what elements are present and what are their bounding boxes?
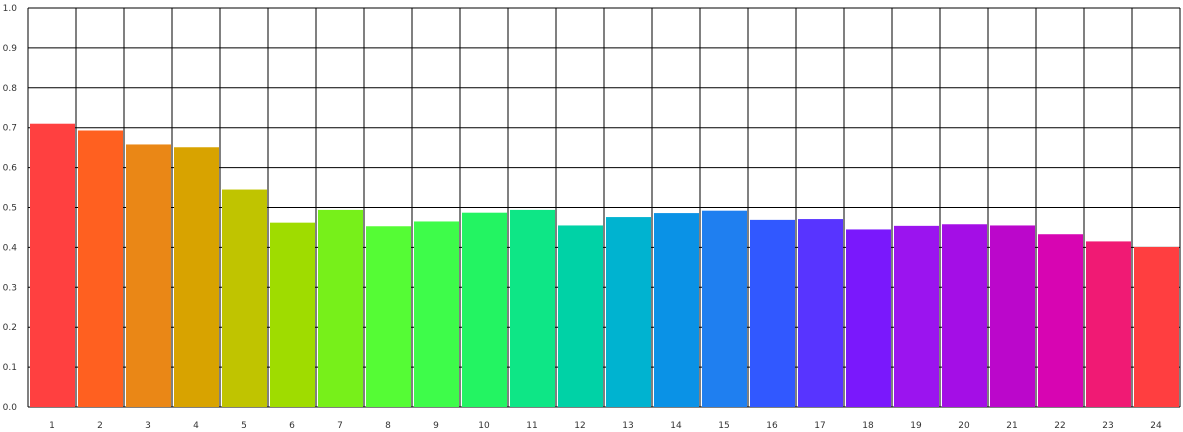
y-tick-label: 1.0: [3, 4, 18, 14]
bar-12: [558, 225, 603, 407]
bar-22: [1038, 234, 1083, 407]
x-axis-ticks: 1 2 3 4 5 6 7 8 9 10 11 12 13 14 15 16 17 18 19 20 21 22 23 24: [49, 421, 1162, 431]
x-tick-label: 16: [766, 421, 778, 431]
bar-6: [270, 222, 315, 407]
x-tick-label: 14: [670, 421, 682, 431]
y-tick-label: 0.1: [3, 363, 17, 373]
x-tick-label: 1: [49, 421, 55, 431]
y-tick-label: 0.5: [3, 204, 17, 214]
x-tick-label: 17: [814, 421, 825, 431]
bar-17: [798, 219, 843, 407]
bar-19: [894, 225, 939, 407]
y-axis-ticks: 0.0 0.1 0.2 0.3 0.4 0.5 0.6 0.7 0.8 0.9 1.0: [3, 4, 18, 413]
x-tick-label: 18: [862, 421, 874, 431]
bar-15: [702, 210, 747, 407]
bar-23: [1086, 241, 1131, 407]
y-tick-label: 0.0: [3, 403, 18, 413]
x-tick-label: 5: [241, 421, 247, 431]
y-tick-label: 0.3: [3, 283, 17, 293]
bar-10: [462, 212, 507, 407]
x-tick-label: 6: [289, 421, 295, 431]
x-tick-label: 22: [1054, 421, 1065, 431]
bar-13: [606, 217, 651, 407]
y-tick-label: 0.6: [3, 164, 18, 174]
bar-9: [414, 221, 459, 407]
x-tick-label: 2: [97, 421, 103, 431]
x-tick-label: 3: [145, 421, 151, 431]
bar-18: [846, 229, 891, 407]
bar-21: [990, 225, 1035, 407]
x-tick-label: 20: [958, 421, 970, 431]
bars: [30, 123, 1179, 408]
y-tick-label: 0.7: [3, 124, 17, 134]
bar-7: [318, 209, 363, 407]
bar-2: [78, 130, 123, 408]
bar-16: [750, 219, 795, 407]
x-tick-label: 12: [574, 421, 585, 431]
x-tick-label: 9: [433, 421, 439, 431]
bar-4: [174, 147, 219, 407]
bar-11: [510, 209, 555, 407]
bar-5: [222, 189, 267, 407]
bar-1: [30, 123, 75, 408]
x-tick-label: 11: [526, 421, 537, 431]
y-tick-label: 0.9: [3, 44, 18, 54]
x-tick-label: 23: [1102, 421, 1113, 431]
bar-8: [366, 226, 411, 407]
bar-3: [126, 144, 171, 407]
bar-24: [1134, 247, 1179, 407]
x-tick-label: 4: [193, 421, 199, 431]
x-tick-label: 15: [718, 421, 729, 431]
x-tick-label: 21: [1006, 421, 1017, 431]
y-tick-label: 0.4: [3, 243, 18, 253]
bar-14: [654, 213, 699, 407]
x-tick-label: 7: [337, 421, 343, 431]
x-tick-label: 19: [910, 421, 922, 431]
x-tick-label: 24: [1150, 421, 1162, 431]
y-tick-label: 0.8: [3, 84, 18, 94]
x-tick-label: 8: [385, 421, 391, 431]
y-tick-label: 0.2: [3, 323, 17, 333]
x-tick-label: 13: [622, 421, 633, 431]
grid-lines: [27, 7, 1181, 408]
x-tick-label: 10: [478, 421, 490, 431]
bar-20: [942, 224, 987, 407]
